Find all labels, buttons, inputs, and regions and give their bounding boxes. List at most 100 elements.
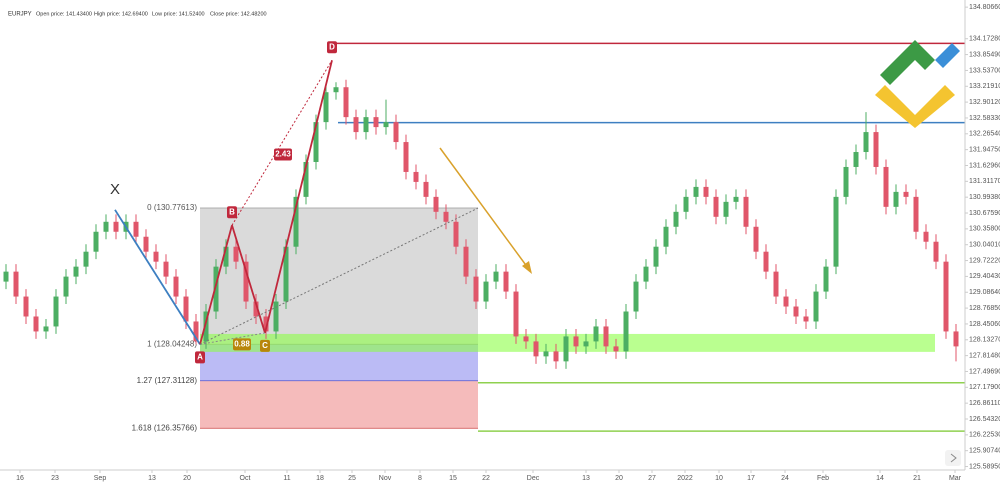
y-tick-label: 134.17280 [969,36,1000,43]
pattern-point [260,339,270,352]
candle-body [63,276,69,297]
x-tick-label: 14 [876,475,884,482]
y-tick-label: 125.58950 [969,463,1000,470]
logo-yellow [875,85,955,128]
candle-body [413,171,419,182]
x-tick-label: 15 [449,475,457,482]
candle-body [213,266,219,312]
y-tick-label: 126.86110 [969,400,1000,407]
candle-body [183,296,189,322]
y-tick-label: 129.08640 [969,289,1000,296]
candle-body [843,166,849,197]
candle-body [373,117,379,128]
y-tick-label: 131.62960 [969,162,1000,169]
fib-label: 0 (130.77613) [147,203,197,212]
y-tick-label: 130.35800 [969,226,1000,233]
candle-body [633,281,639,312]
candle-body [923,231,929,242]
candle-body [103,221,109,232]
candle-body [903,191,909,197]
axes: 134.80660 134.17280 133.85490 133.53700 133.… [16,4,1000,482]
pattern-leg [231,60,333,226]
candle-body [313,122,319,162]
candle-body [353,117,359,133]
candle-body [13,271,19,297]
fib-band [200,208,478,345]
candles [3,79,959,369]
candle-body [833,196,839,267]
candle-body [383,122,389,128]
y-tick-label: 131.31170 [969,178,1000,185]
candle-body [613,346,619,352]
pattern-leg [199,225,233,345]
y-tick-label: 133.21910 [969,83,1000,90]
logo-green [880,40,935,85]
candle-body [863,132,869,153]
candle-body [803,316,809,322]
candle-body [93,231,99,252]
logo-blue [935,43,960,68]
candle-body [883,166,889,207]
logo [875,40,960,128]
y-tick-label: 132.58330 [969,115,1000,122]
x-tick-label: Feb [817,475,829,482]
candle-body [743,196,749,227]
candle-body [203,311,209,342]
symbol: EURJPY [8,12,32,18]
candle-body [433,196,439,212]
x-tick-label: 27 [648,475,656,482]
candle-body [163,261,169,277]
candle-body [953,331,959,347]
candle-body [233,246,239,262]
x-tick-label: 16 [16,475,24,482]
candle-body [283,246,289,302]
scroll-button[interactable] [945,450,961,466]
x-tick-label: Oct [240,475,251,482]
candle-body [393,122,399,143]
candle-body [623,311,629,352]
pattern-point [227,206,237,219]
candle-body [703,186,709,197]
candle-body [453,221,459,247]
ratio-label: 2.43 [275,150,291,159]
y-tick-label: 130.99380 [969,194,1000,201]
candle-body [783,296,789,307]
candle-body [333,87,339,93]
pattern-leg [114,209,201,345]
candle-body [303,161,309,197]
candle-body [723,201,729,217]
y-tick-label: 129.40430 [969,273,1000,280]
candle-body [823,266,829,292]
y-tick-label: 126.54320 [969,416,1000,423]
x-tick-label: Mar [949,475,962,482]
candle-body [873,132,879,167]
candle-body [343,87,349,118]
candle-body [483,281,489,302]
y-tick-label: 133.53700 [969,67,1000,74]
candle-body [403,142,409,172]
y-tick-label: 126.22530 [969,432,1000,439]
y-tick-label: 127.81480 [969,352,1000,359]
fib-label: 1.27 (127.31128) [137,376,198,385]
candle-body [83,251,89,267]
candle-body [673,211,679,227]
x-tick-label: Sep [94,475,107,482]
y-tick-label: 127.17900 [969,384,1000,391]
candle-body [693,186,699,197]
pattern-point [327,41,337,54]
y-tick-label: 130.04010 [969,242,1000,249]
candle-body [73,266,79,277]
candle-body [463,246,469,277]
annotations: X A B C D 2.43 0.88 [110,41,479,364]
candle-body [243,261,249,302]
candle-body [593,326,599,342]
y-tick-label: 128.45060 [969,321,1000,328]
candle-body [293,196,299,247]
price-axis [965,0,1000,482]
candle-body [753,226,759,252]
candle-body [43,326,49,332]
x-tick-label: Nov [379,475,392,482]
candle-body [933,241,939,262]
candle-body [553,351,559,362]
